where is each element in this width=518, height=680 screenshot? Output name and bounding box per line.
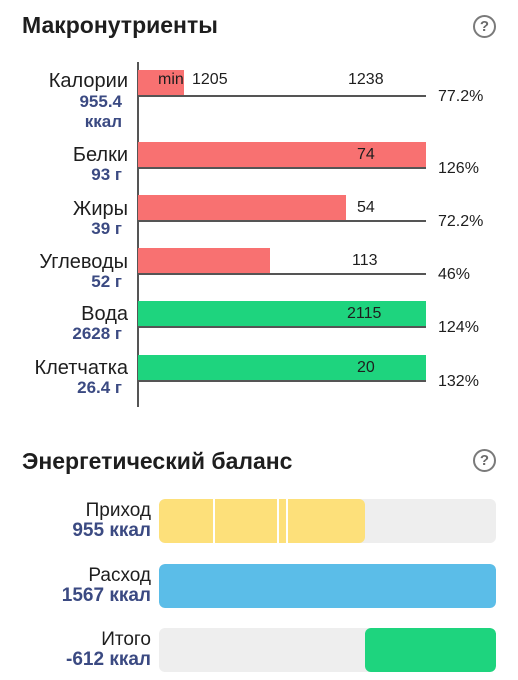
macro-percent: 132% [438, 373, 479, 390]
balance-row-expense: Расход 1567 ккал [0, 563, 518, 619]
macro-bar [138, 301, 426, 327]
macro-track-line [138, 95, 426, 97]
macro-value: 39 г [91, 219, 122, 238]
balance-value: 955 ккал [72, 520, 151, 541]
macro-name: Белки [72, 144, 128, 166]
macro-row-protein: Белки 93 г 74 126% [0, 142, 518, 194]
macro-row-carbs: Углеводы 52 г 113 46% [0, 248, 518, 300]
balance-track [159, 499, 496, 543]
macro-norm: 20 [357, 359, 375, 376]
macro-norm: 113 [352, 252, 378, 269]
balance-track [159, 564, 496, 608]
macro-norm: 1238 [348, 71, 384, 88]
macro-bar [138, 248, 270, 274]
macro-track-line [138, 380, 426, 382]
macro-name: Клетчатка [34, 357, 128, 379]
balance-bar [365, 628, 496, 672]
macro-norm: 2115 [347, 305, 382, 322]
balance-row-total: Итого -612 ккал [0, 627, 518, 680]
macro-norm: 54 [357, 199, 375, 216]
macro-track-line [138, 167, 426, 169]
macro-norm: 74 [357, 146, 375, 163]
macros-axis [137, 62, 139, 407]
macro-percent: 124% [438, 319, 479, 336]
macro-bar [138, 70, 184, 96]
balance-bar [159, 499, 365, 543]
balance-name: Расход [88, 565, 151, 586]
balance-title: Энергетический баланс [22, 448, 293, 474]
balance-row-intake: Приход 955 ккал [0, 498, 518, 554]
macro-percent: 46% [438, 266, 471, 283]
macro-track-line [138, 220, 426, 222]
macro-percent: 77.2% [438, 88, 484, 105]
macro-row-fat: Жиры 39 г 54 72.2% [0, 195, 518, 247]
macro-bar [138, 355, 426, 381]
macro-norm-min-label: min [158, 71, 184, 88]
macro-row-fiber: Клетчатка 26.4 г 20 132% [0, 355, 518, 407]
macro-name: Вода [81, 303, 128, 325]
macro-value: 26.4 г [77, 378, 122, 397]
macro-bar [138, 195, 346, 221]
macro-name: Углеводы [39, 251, 128, 273]
macro-unit: ккал [84, 112, 122, 131]
macro-bar [138, 142, 426, 168]
macro-track-line [138, 273, 426, 275]
macro-name: Калории [48, 70, 128, 92]
balance-help-icon[interactable]: ? [473, 449, 496, 472]
macro-percent: 72.2% [438, 213, 484, 230]
balance-bar [159, 564, 496, 608]
macro-row-calories: Калории 955.4 ккал min 1205 1238 77.2% [0, 68, 518, 131]
macro-norm-min: 1205 [192, 71, 228, 88]
macro-row-water: Вода 2628 г 2115 124% [0, 301, 518, 353]
balance-name: Итого [101, 629, 151, 650]
macro-track-line [138, 326, 426, 328]
macro-value: 93 г [91, 165, 122, 184]
macro-value: 955.4 [79, 92, 122, 111]
macros-help-icon[interactable]: ? [473, 15, 496, 38]
balance-track [159, 628, 496, 672]
macro-percent: 126% [438, 160, 479, 177]
macro-value: 2628 г [72, 324, 122, 343]
balance-bar-divider [286, 499, 288, 543]
macro-value: 52 г [91, 272, 122, 291]
balance-value: -612 ккал [66, 649, 151, 670]
balance-bar-divider [213, 499, 215, 543]
macro-name: Жиры [72, 198, 128, 220]
balance-value: 1567 ккал [61, 585, 151, 606]
macros-title: Макронутриенты [22, 12, 218, 38]
balance-bar-divider [277, 499, 279, 543]
balance-name: Приход [85, 500, 151, 521]
